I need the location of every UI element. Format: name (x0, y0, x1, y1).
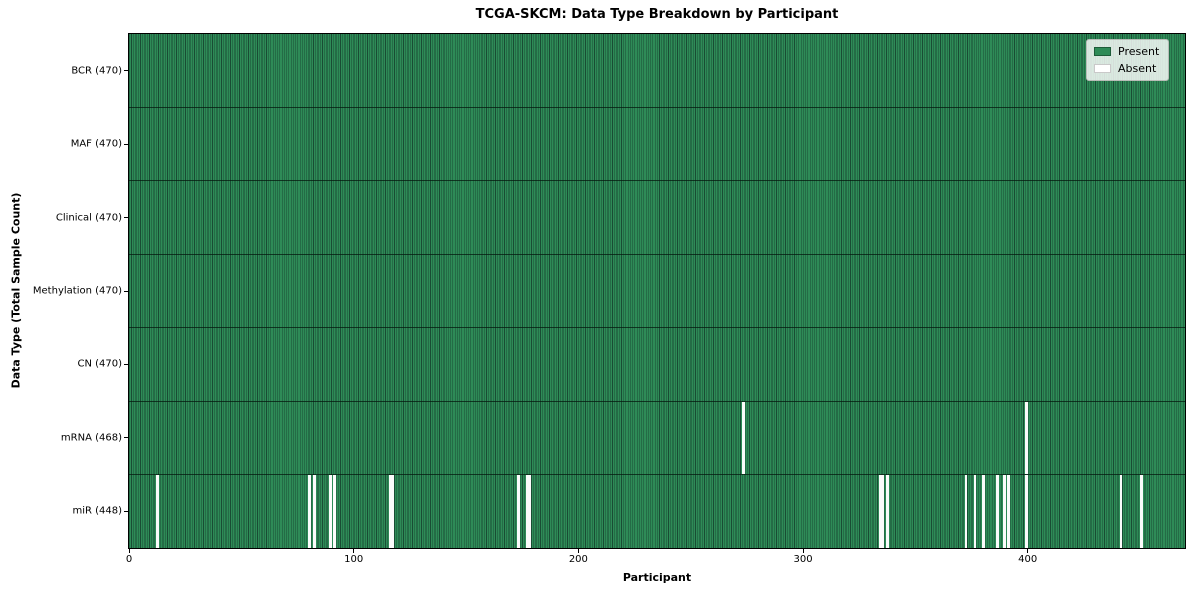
x-tick-mark (128, 549, 130, 553)
heatmap-row-cn (129, 328, 1185, 402)
absent-stripe (742, 401, 745, 475)
y-tick-label-mir: miR (448) (72, 505, 122, 517)
x-tick-label-400: 400 (1018, 554, 1038, 565)
x-axis-label: Participant (622, 571, 692, 584)
y-tick-label-clinical: Clinical (470) (55, 212, 122, 224)
x-tick-label-200: 200 (568, 554, 588, 565)
heatmap-row-maf (129, 108, 1185, 182)
absent-stripe (1002, 475, 1006, 549)
heatmap-row-clinical (129, 181, 1185, 255)
y-tick-mark (124, 437, 128, 439)
legend-label-absent: Absent (1118, 62, 1157, 75)
legend-swatch-absent-icon (1094, 64, 1111, 73)
legend-swatch-present-icon (1094, 47, 1111, 56)
heatmap-row-mir (129, 475, 1185, 549)
absent-stripe (982, 475, 986, 549)
x-tick-label-0: 0 (125, 554, 133, 565)
legend-entry-absent: Absent (1094, 62, 1159, 75)
absent-stripe (328, 475, 332, 549)
absent-stripe (995, 475, 999, 549)
absent-stripe (964, 475, 968, 549)
y-tick-mark (124, 290, 128, 292)
absent-stripe (885, 475, 889, 549)
absent-stripe (155, 475, 159, 549)
absent-stripe (1139, 475, 1143, 549)
absent-stripe (312, 475, 316, 549)
x-tick-label-300: 300 (793, 554, 813, 565)
y-tick-mark (124, 70, 128, 72)
y-tick-label-maf: MAF (470) (70, 138, 122, 150)
absent-stripe (1007, 475, 1011, 549)
x-tick-mark (1027, 549, 1029, 553)
y-tick-label-methylation: Methylation (470) (32, 285, 122, 297)
absent-stripe (881, 475, 885, 549)
absent-stripe (1025, 475, 1029, 549)
absent-stripe (1025, 401, 1029, 475)
absent-stripe (333, 475, 336, 549)
heatmap-row-bcr (129, 34, 1185, 108)
y-tick-mark (124, 363, 128, 365)
y-tick-label-cn: CN (470) (77, 358, 122, 370)
y-tick-mark (124, 217, 128, 219)
y-tick-mark (124, 510, 128, 512)
absent-stripe (528, 475, 532, 549)
plot-area (129, 34, 1185, 549)
y-tick-mark (124, 143, 128, 145)
y-tick-label-bcr: BCR (470) (71, 65, 122, 77)
absent-stripe (973, 475, 977, 549)
x-tick-label-100: 100 (344, 554, 364, 565)
absent-stripe (308, 475, 312, 549)
legend: Present Absent (1086, 39, 1170, 81)
legend-label-present: Present (1118, 45, 1160, 58)
heatmap-row-methylation (129, 255, 1185, 329)
legend-entry-present: Present (1094, 45, 1159, 58)
absent-stripe (1119, 475, 1123, 549)
heatmap-row-mrna (129, 401, 1185, 476)
y-tick-label-mrna: mRNA (468) (60, 432, 122, 444)
absent-stripe (517, 475, 521, 549)
absent-stripe (879, 475, 882, 549)
absent-stripe (526, 475, 530, 549)
x-tick-mark (353, 549, 355, 553)
absent-stripe (389, 475, 393, 549)
x-tick-mark (802, 549, 804, 553)
absent-stripe (391, 475, 395, 549)
plot-frame (128, 33, 1186, 549)
chart-title: TCGA-SKCM: Data Type Breakdown by Partic… (475, 7, 839, 22)
x-tick-mark (577, 549, 579, 553)
